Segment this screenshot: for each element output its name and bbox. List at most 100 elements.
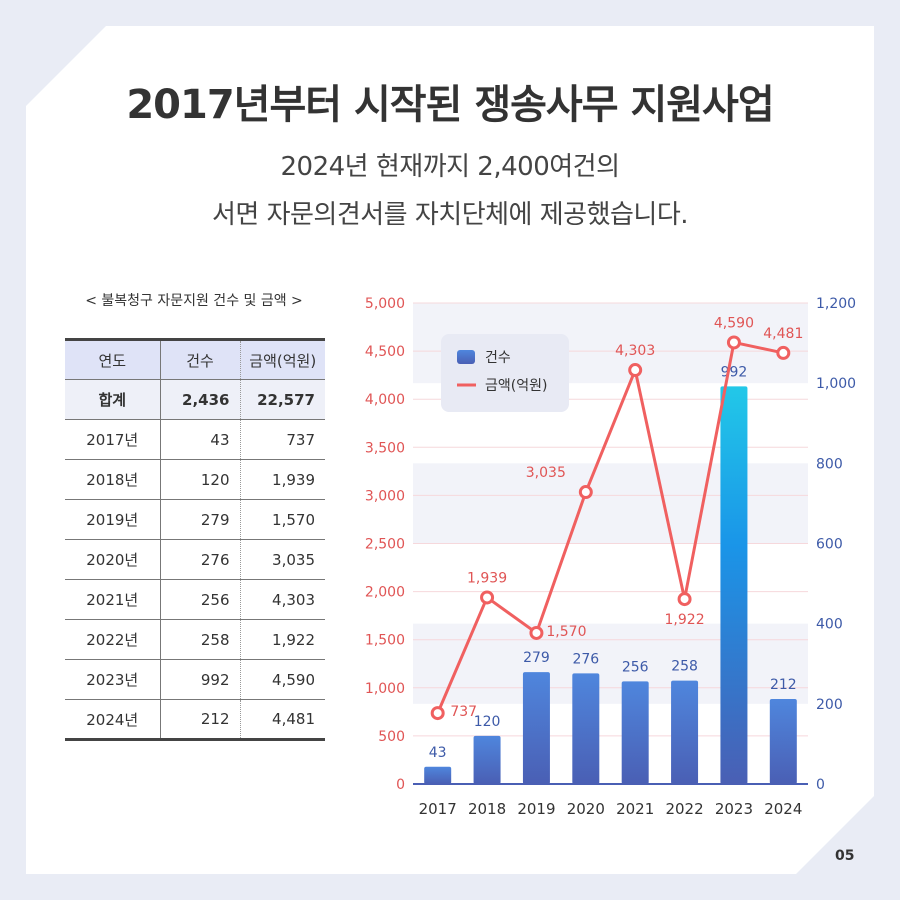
legend-line-label: 금액(억원) <box>485 378 547 394</box>
x-axis-tick: 2022 <box>665 800 703 818</box>
legend-bar-label: 건수 <box>485 350 511 366</box>
row-year: 2017년 <box>65 419 161 460</box>
amount-label: 1,939 <box>467 570 507 586</box>
subtitle-line-1: 2024년 현재까지 2,400여건의 <box>280 152 621 182</box>
page-title: 2017년부터 시작된 쟁송사무 지원사업 <box>126 82 774 128</box>
amount-label: 1,570 <box>546 624 586 640</box>
row-count: 279 <box>160 499 241 540</box>
row-amount: 4,303 <box>240 579 325 620</box>
bar <box>720 386 748 784</box>
left-axis-tick: 2,000 <box>365 585 405 601</box>
row-amount: 1,922 <box>240 619 325 660</box>
row-amount: 1,570 <box>240 499 325 540</box>
left-axis-tick: 0 <box>396 777 405 793</box>
table-row: 2019년 279 1,570 <box>65 499 325 540</box>
row-year: 2024년 <box>65 699 161 740</box>
bar-label: 256 <box>622 659 649 675</box>
bar-label: 120 <box>474 714 501 730</box>
data-table: 연도 건수 금액(억원) 합계 2,436 22,577 2017년 43 737 … <box>65 338 325 741</box>
total-count: 2,436 <box>160 379 241 420</box>
row-count: 43 <box>160 419 241 460</box>
total-amount: 22,577 <box>240 379 325 420</box>
row-amount: 737 <box>240 419 325 460</box>
right-axis-tick: 600 <box>816 537 843 553</box>
amount-point <box>529 625 544 640</box>
amount-label: 4,590 <box>714 315 754 331</box>
table-row: 2022년 258 1,922 <box>65 619 325 660</box>
left-axis-tick: 2,500 <box>365 537 405 553</box>
amount-point <box>430 706 445 721</box>
amount-line <box>436 340 784 714</box>
row-amount: 3,035 <box>240 539 325 580</box>
subtitle-line-2: 서면 자문의견서를 자치단체에 제공했습니다. <box>211 200 689 230</box>
row-year: 2021년 <box>65 579 161 620</box>
row-amount: 4,481 <box>272 710 315 728</box>
right-axis-tick: 1,000 <box>816 376 856 392</box>
bar <box>424 766 452 784</box>
left-axis-tick: 4,500 <box>365 344 405 360</box>
right-axis-tick: 400 <box>816 617 843 633</box>
row-year: 2020년 <box>65 539 161 580</box>
bar-label: 276 <box>572 651 599 667</box>
page-number: 05 <box>835 848 855 864</box>
table-header-row: 연도 건수 금액(억원) <box>65 339 325 380</box>
row-year: 2018년 <box>65 459 161 500</box>
bar-label: 212 <box>770 677 797 693</box>
bar-label: 258 <box>671 659 698 675</box>
table-row: 2020년 276 3,035 <box>65 539 325 580</box>
right-axis-tick: 0 <box>816 777 825 793</box>
right-axis-tick: 1,200 <box>816 296 856 312</box>
amount-point <box>480 590 495 605</box>
bar <box>473 735 501 784</box>
bar <box>769 699 797 784</box>
bar <box>671 680 699 784</box>
row-count: 120 <box>160 459 241 500</box>
amount-point <box>726 335 741 350</box>
bar <box>572 673 600 784</box>
row-year: 2022년 <box>65 619 161 660</box>
row-count: 258 <box>160 619 241 660</box>
left-axis-tick: 500 <box>378 729 405 745</box>
left-axis-tick: 4,000 <box>365 392 405 408</box>
row-year: 2019년 <box>65 499 161 540</box>
x-axis-tick: 2021 <box>616 800 654 818</box>
table-row: 2017년 43 737 <box>65 419 325 460</box>
table-row: 2023년 992 4,590 <box>65 659 325 700</box>
left-axis-tick: 3,000 <box>365 488 405 504</box>
left-axis-tick: 3,500 <box>365 440 405 456</box>
amount-label: 737 <box>450 704 477 720</box>
left-axis-tick: 1,500 <box>365 633 405 649</box>
right-axis-tick: 200 <box>816 697 843 713</box>
row-year: 2023년 <box>65 659 161 700</box>
amount-label: 4,303 <box>615 343 655 359</box>
x-axis-tick: 2023 <box>715 800 753 818</box>
row-amount: 4,590 <box>240 659 325 700</box>
header-amount: 금액(억원) <box>240 339 325 380</box>
header-count: 건수 <box>160 339 241 380</box>
bar-label: 279 <box>523 650 550 666</box>
row-amount: 1,939 <box>240 459 325 500</box>
amount-point <box>677 592 692 607</box>
left-axis-tick: 5,000 <box>365 296 405 312</box>
x-axis-tick: 2020 <box>567 800 605 818</box>
row-count: 256 <box>160 579 241 620</box>
table-total-row: 합계 2,436 22,577 <box>65 379 325 420</box>
row-count: 212 <box>160 699 241 740</box>
legend-box <box>441 334 569 412</box>
right-axis-tick: 800 <box>816 456 843 472</box>
amount-point <box>628 363 643 378</box>
left-axis-tick: 1,000 <box>365 681 405 697</box>
x-axis-tick: 2019 <box>517 800 555 818</box>
amount-label: 3,035 <box>526 465 566 481</box>
table-row: 2021년 256 4,303 <box>65 579 325 620</box>
bar-label: 992 <box>721 364 748 380</box>
bar-label: 43 <box>429 745 447 761</box>
x-axis-tick: 2018 <box>468 800 506 818</box>
header-year: 연도 <box>65 339 161 380</box>
row-count: 276 <box>160 539 241 580</box>
grid-band <box>413 463 808 544</box>
x-axis-tick: 2017 <box>419 800 457 818</box>
bar <box>621 681 649 784</box>
row-count: 992 <box>160 659 241 700</box>
